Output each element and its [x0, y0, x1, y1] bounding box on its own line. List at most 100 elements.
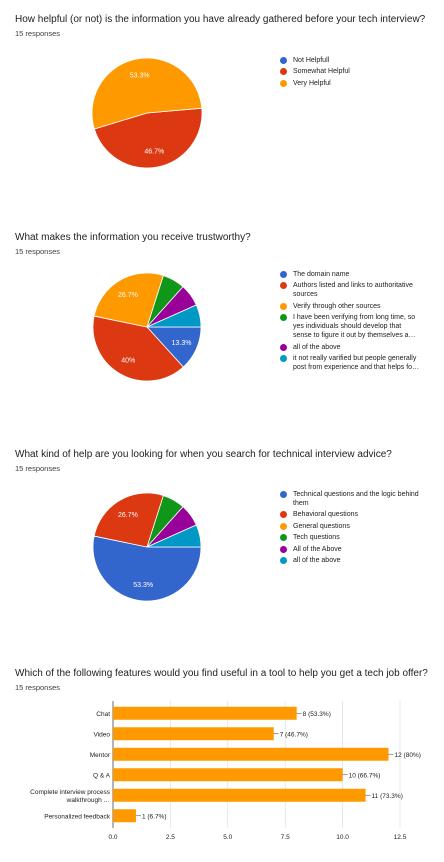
legend-label: The domain name [293, 271, 350, 278]
legend-item[interactable]: The domain name [280, 270, 430, 279]
legend-item[interactable]: all of the above [280, 556, 430, 565]
legend-swatch-icon [280, 68, 287, 76]
x-tick-label: 2.5 [166, 834, 175, 841]
chart-1-responses: 15 responses [15, 29, 61, 38]
legend-item[interactable]: I have been verifying from long time, so… [280, 313, 430, 340]
legend-label: Very Helpful [293, 79, 331, 87]
legend-swatch-icon [280, 354, 287, 362]
chart-section-2: What makes the information you receive t… [0, 232, 444, 422]
bar-category-label: Mentor [90, 752, 111, 759]
legend-label: Authors listed and links to authoritativ… [293, 282, 413, 299]
chart-4-bar: 0.0 2.5 5.0 7.5 10.0 12.5 8 (53.3%) Chat 7 (46.7… [30, 701, 421, 841]
chart-3-responses: 15 responses [15, 464, 61, 473]
chart-section-3: What kind of help are you looking for wh… [0, 449, 444, 639]
legend-label: All of the Above [293, 545, 342, 553]
legend-label: Technical questions and the logic behind… [293, 491, 419, 507]
legend-swatch-icon [280, 57, 287, 64]
bar-value-label: 11 (73.3%) [372, 793, 403, 800]
chart-3-legend: Technical questions and the logic behind… [280, 490, 430, 567]
pie-slice-6[interactable] [146, 304, 202, 328]
bar[interactable] [113, 706, 297, 720]
pie-slice-label-2: 26.7% [118, 512, 138, 519]
pie-slice-label-3: 26.7% [118, 292, 138, 299]
legend-item[interactable]: it not really varified but people genera… [280, 354, 430, 372]
legend-label: I have been verifying from long time, so… [293, 314, 416, 340]
chart-1-title: How helpful (or not) is the information … [15, 14, 426, 25]
legend-item[interactable]: Authors listed and links to authoritativ… [280, 281, 430, 299]
legend-item[interactable]: All of the Above [280, 545, 430, 554]
chart-2-pie: 13.3% 40% 26.7% [92, 272, 202, 382]
chart-2-responses: 15 responses [15, 247, 61, 256]
legend-swatch-icon [280, 79, 287, 87]
legend-swatch-icon [280, 271, 287, 278]
legend-label: Verify through other sources [293, 302, 381, 310]
pie-slice-label-2: 46.7% [144, 148, 164, 155]
bar-value-label: 1 (6.7%) [142, 813, 167, 820]
bar-value-label: 7 (46.7%) [280, 731, 308, 738]
legend-label: Somewhat Helpful [293, 68, 350, 76]
pie-slice-1[interactable] [92, 535, 202, 602]
bar-category-label: Video [93, 731, 110, 738]
pie-slice-label-1: 53.3% [133, 582, 153, 589]
chart-1-pie: 46.7% 53.3% [91, 57, 203, 169]
chart-section-4: Which of the following features would yo… [0, 668, 444, 848]
legend-item[interactable]: all of the above [280, 343, 430, 352]
legend-item[interactable]: Somewhat Helpful [280, 67, 430, 76]
legend-swatch-icon [280, 314, 287, 322]
pie-slice-3[interactable] [93, 272, 164, 328]
bar-value-label: 12 (80%) [395, 752, 421, 759]
x-tick-label: 10.0 [336, 834, 349, 841]
legend-label: it not really varified but people genera… [293, 354, 420, 371]
legend-swatch-icon [280, 534, 287, 542]
pie-slice-label-1: 13.3% [172, 340, 192, 347]
legend-item[interactable]: Tech questions [280, 533, 430, 542]
x-tick-label: 0.0 [108, 834, 117, 841]
chart-2-title: What makes the information you receive t… [15, 232, 251, 243]
legend-label: General questions [293, 522, 350, 530]
chart-section-1: How helpful (or not) is the information … [0, 14, 444, 204]
legend-item[interactable]: Behavioral questions [280, 510, 430, 519]
legend-label: Tech questions [293, 534, 340, 542]
bar-category-label: Q & A [93, 772, 111, 779]
bar[interactable] [113, 727, 274, 741]
legend-swatch-icon [280, 343, 287, 351]
legend-swatch-icon [280, 511, 287, 519]
legend-item[interactable]: General questions [280, 522, 430, 531]
bar[interactable] [113, 788, 366, 802]
legend-swatch-icon [280, 302, 287, 310]
pie-slice-2[interactable] [93, 107, 203, 169]
bar-category-label: Personalized feedback [44, 813, 111, 820]
chart-4-title: Which of the following features would yo… [15, 668, 428, 679]
bar-category-label: Complete interview process walkthrough … [30, 789, 111, 804]
bar[interactable] [113, 809, 136, 823]
bar[interactable] [113, 768, 343, 782]
legend-label: all of the above [293, 343, 341, 351]
legend-swatch-icon [280, 282, 287, 290]
legend-swatch-icon [280, 491, 287, 498]
bar[interactable] [113, 747, 389, 761]
pie-slice-2[interactable] [93, 492, 164, 548]
pie-slice-2[interactable] [92, 315, 184, 382]
bar-value-label: 8 (53.3%) [303, 711, 331, 718]
legend-label: Behavioral questions [293, 511, 358, 519]
bar-category-label: Chat [96, 711, 110, 718]
legend-swatch-icon [280, 522, 287, 530]
x-tick-label: 12.5 [394, 834, 407, 841]
chart-2-legend: The domain name Authors listed and links … [280, 270, 430, 374]
legend-swatch-icon [280, 545, 287, 553]
pie-slice-6[interactable] [146, 524, 202, 548]
pie-slice-3[interactable] [91, 57, 203, 130]
x-tick-label: 5.0 [223, 834, 232, 841]
bar-value-label: 10 (66.7%) [349, 772, 381, 779]
legend-item[interactable]: Very Helpful [280, 79, 430, 88]
legend-item[interactable]: Technical questions and the logic behind… [280, 490, 430, 508]
pie-slice-label-2: 40% [121, 357, 135, 364]
legend-label: Not Helpfull [293, 57, 330, 64]
legend-item[interactable]: Not Helpfull [280, 56, 430, 65]
chart-4-responses: 15 responses [15, 683, 61, 692]
chart-1-legend: Not Helpfull Somewhat Helpful Very Helpful [280, 56, 430, 90]
legend-item[interactable]: Verify through other sources [280, 302, 430, 311]
pie-slice-label-3: 53.3% [130, 73, 150, 80]
chart-3-title: What kind of help are you looking for wh… [15, 449, 392, 460]
x-tick-label: 7.5 [281, 834, 290, 841]
